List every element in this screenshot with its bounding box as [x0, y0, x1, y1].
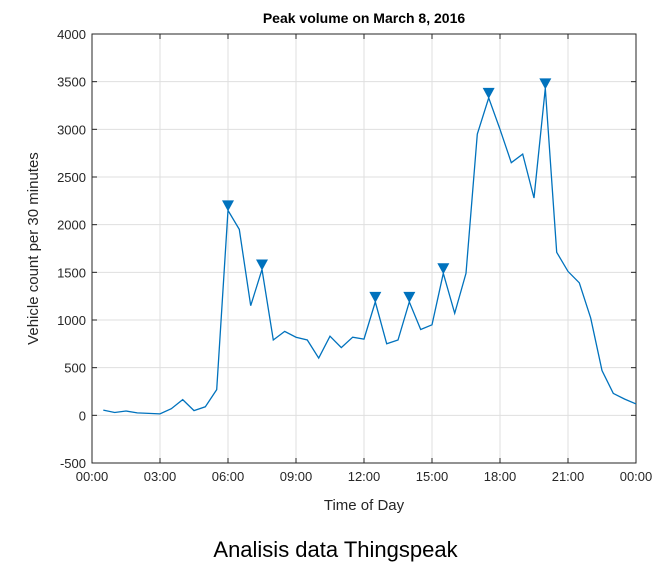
y-tick-label: 0: [79, 408, 86, 423]
peak-marker: [482, 87, 495, 99]
x-tick-label: 00:00: [620, 469, 653, 484]
x-tick-label: 06:00: [212, 469, 245, 484]
peak-marker: [403, 291, 416, 303]
y-axis-title: Vehicle count per 30 minutes: [25, 152, 42, 345]
peak-volume-chart: 00:00 03:00 06:00 09:00 12:00 15:00 18:00 21:00…: [25, 10, 652, 514]
y-tick-label: -500: [60, 456, 86, 471]
x-tick-label: 21:00: [552, 469, 585, 484]
peak-marker: [369, 291, 382, 303]
x-tick-label: 09:00: [280, 469, 313, 484]
y-tick-label: 1000: [57, 313, 86, 328]
y-tick-label: 2500: [57, 170, 86, 185]
y-tick-label: 2000: [57, 218, 86, 233]
x-axis-title: Time of Day: [324, 497, 405, 514]
y-tick-label: 500: [64, 361, 86, 376]
y-tick-label: 4000: [57, 27, 86, 42]
series-line: [103, 88, 637, 415]
y-tick-label: 3000: [57, 122, 86, 137]
peak-marker: [437, 263, 450, 275]
x-tick-label: 00:00: [76, 469, 109, 484]
peak-marker: [222, 200, 234, 212]
grid-lines: [92, 34, 636, 463]
chart-title: Peak volume on March 8, 2016: [263, 10, 466, 26]
y-tick-label: 1500: [57, 265, 86, 280]
axis-ticks: 00:00 03:00 06:00 09:00 12:00 15:00 18:00 21:00…: [57, 27, 652, 484]
y-tick-label: 3500: [57, 75, 86, 90]
x-tick-label: 12:00: [348, 469, 381, 484]
x-tick-label: 18:00: [484, 469, 517, 484]
peak-marker: [256, 259, 268, 271]
x-tick-label: 15:00: [416, 469, 449, 484]
peak-markers: [222, 78, 552, 303]
figure-caption: Analisis data Thingspeak: [213, 537, 458, 562]
x-tick-label: 03:00: [144, 469, 177, 484]
peak-marker: [539, 78, 552, 90]
